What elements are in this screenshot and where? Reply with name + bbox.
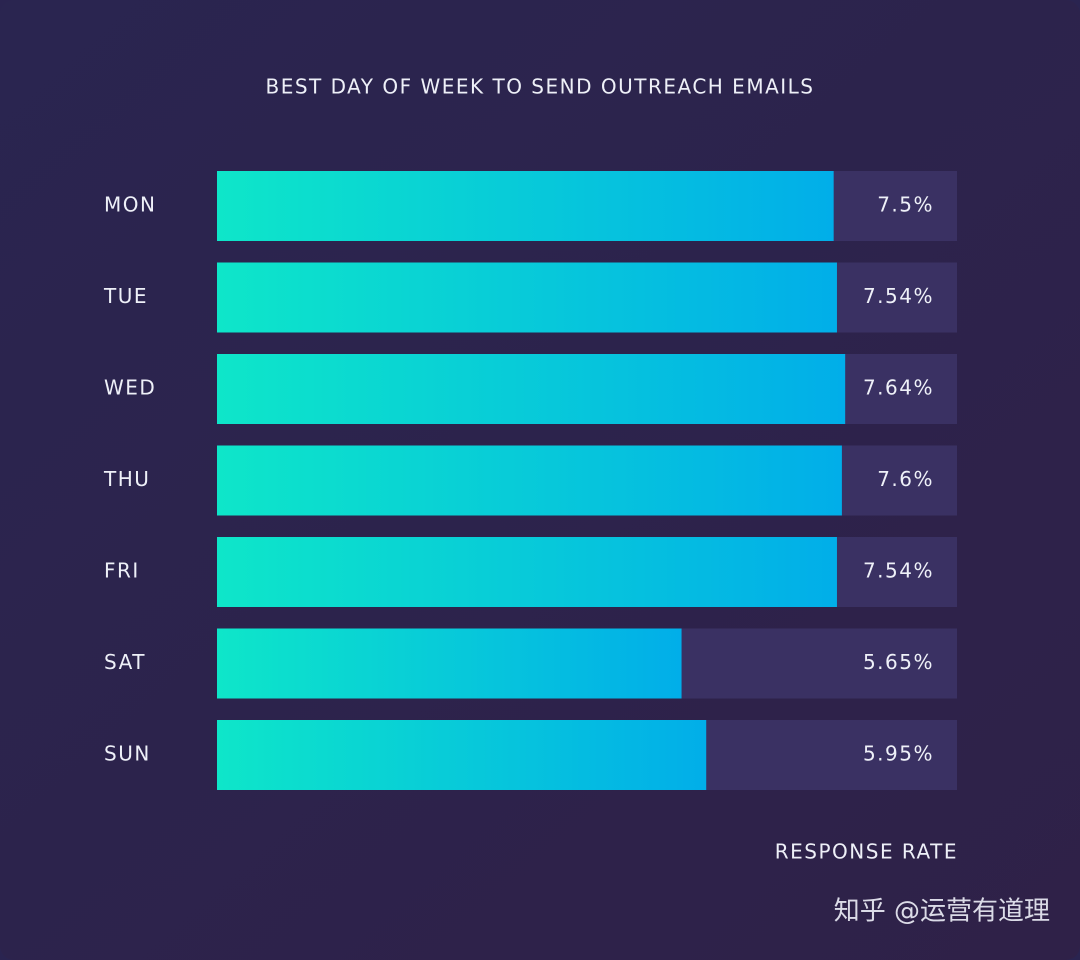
y-tick-label: FRI [104, 559, 140, 583]
value-label: 7.54% [863, 284, 934, 308]
chart-title: BEST DAY OF WEEK TO SEND OUTREACH EMAILS [265, 75, 814, 99]
bar [217, 537, 837, 607]
y-tick-label: SAT [104, 650, 146, 674]
bar [217, 171, 834, 241]
bar [217, 720, 707, 790]
value-label: 7.64% [863, 376, 934, 400]
value-label: 7.6% [877, 467, 934, 491]
value-label: 5.65% [863, 650, 934, 674]
bar [217, 628, 682, 699]
bar [217, 445, 842, 516]
y-tick-label: MON [104, 193, 156, 217]
value-label: 7.54% [863, 559, 934, 583]
value-label: 5.95% [863, 742, 934, 766]
x-axis-label: RESPONSE RATE [775, 840, 958, 864]
watermark: 知乎 @运营有道理 [834, 897, 1050, 927]
value-label: 7.5% [877, 193, 934, 217]
y-tick-label: THU [103, 467, 150, 491]
bar [217, 262, 837, 333]
bar [217, 354, 846, 424]
y-tick-label: WED [104, 376, 156, 400]
y-tick-label: SUN [104, 742, 151, 766]
y-tick-label: TUE [103, 284, 148, 308]
